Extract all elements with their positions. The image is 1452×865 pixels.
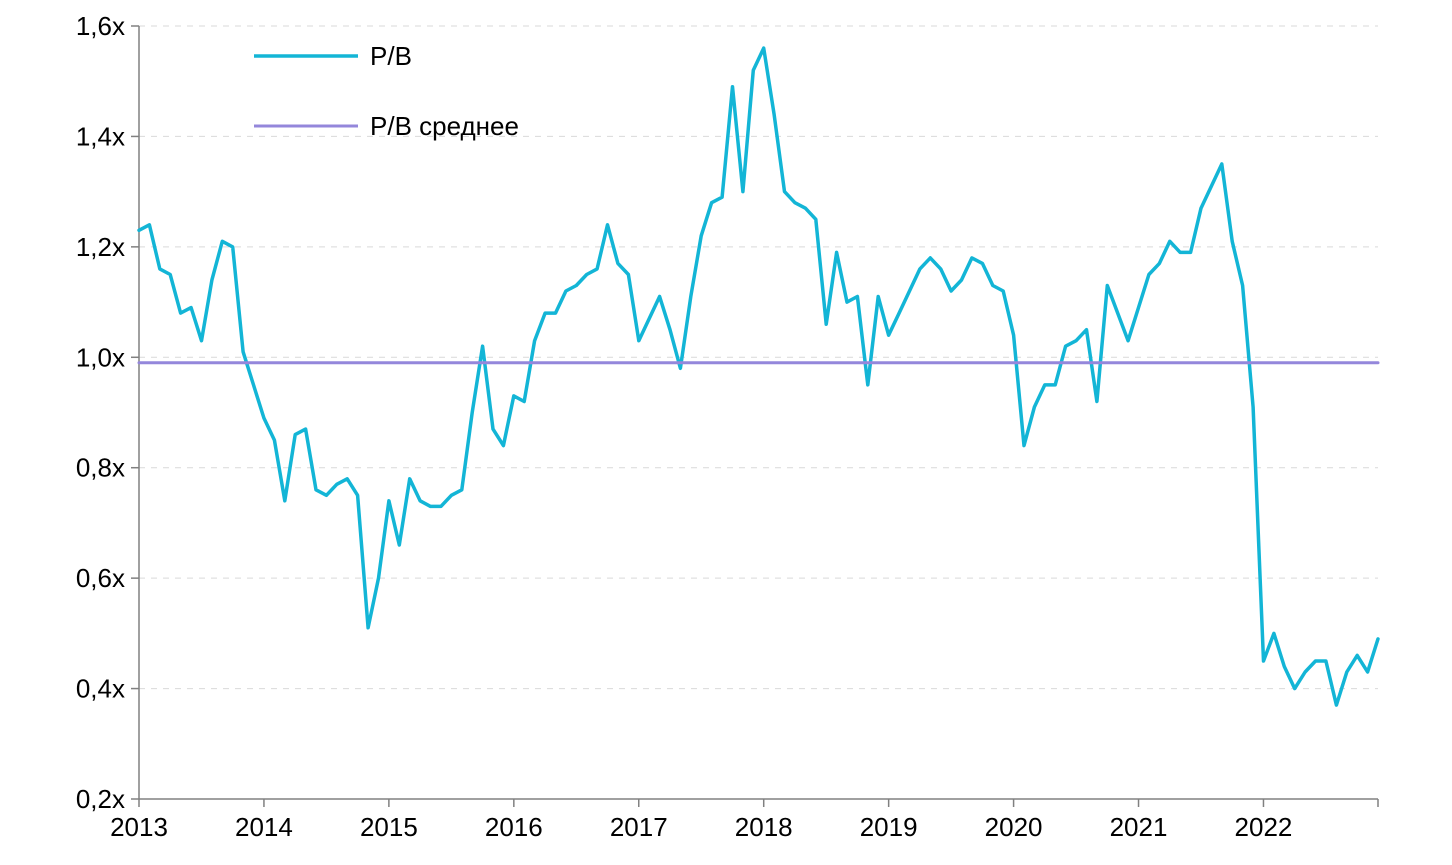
- y-tick-label: 0,2x: [76, 784, 125, 814]
- x-tick-label: 2018: [735, 812, 793, 842]
- x-tick-label: 2016: [485, 812, 543, 842]
- x-tick-label: 2017: [610, 812, 668, 842]
- x-tick-label: 2019: [860, 812, 918, 842]
- series-line-pb: [137, 46, 1380, 707]
- y-tick-label: 1,2x: [76, 232, 125, 262]
- legend: P/B P/B среднее: [254, 41, 519, 141]
- y-tick-label: 1,0x: [76, 342, 125, 372]
- series: [137, 46, 1380, 707]
- x-tick-label: 2014: [235, 812, 293, 842]
- legend-label: P/B среднее: [370, 111, 519, 141]
- x-tick-label: 2020: [985, 812, 1043, 842]
- y-tick-label: 1,4x: [76, 121, 125, 151]
- legend-label: P/B: [370, 41, 412, 71]
- y-tick-label: 0,4x: [76, 674, 125, 704]
- y-tick-label: 1,6x: [76, 11, 125, 41]
- grid-lines: [139, 25, 1378, 690]
- axes: 0,2x 0,4x 0,6x 0,8x 1,0x 1,2x 1,4x 1,6x 2013 2014…: [76, 11, 1379, 842]
- y-tick-label: 0,8x: [76, 453, 125, 483]
- y-tick-label: 0,6x: [76, 563, 125, 593]
- x-tick-label: 2022: [1235, 812, 1293, 842]
- x-tick-label: 2021: [1110, 812, 1168, 842]
- x-tick-label: 2013: [110, 812, 168, 842]
- x-tick-label: 2015: [360, 812, 418, 842]
